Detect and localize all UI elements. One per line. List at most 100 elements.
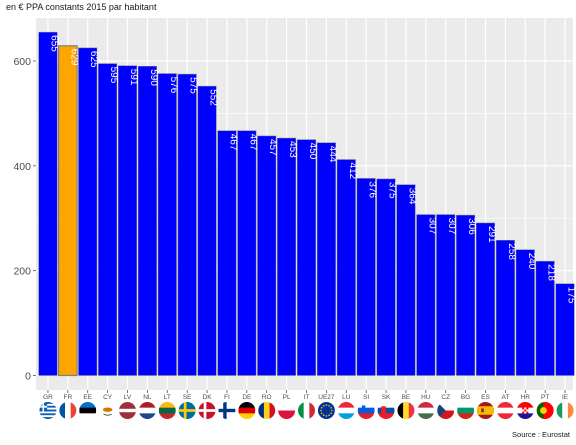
x-tick-label-cz: CZ: [441, 394, 450, 401]
hungary-flag-icon: [417, 402, 435, 419]
value-label-lv: 591: [128, 69, 139, 86]
value-label-fr: 629: [68, 49, 79, 66]
portugal-flag-icon: [536, 402, 554, 419]
bar-pl: [277, 137, 297, 376]
bar-es: [476, 222, 495, 376]
x-tick-label-es: ES: [481, 394, 490, 401]
estonia-flag-icon: [79, 402, 97, 419]
x-tick-label-pt: PT: [541, 394, 549, 401]
x-tick-label-gr: GR: [43, 394, 53, 401]
netherlands-flag-icon: [138, 402, 156, 419]
bar-ue27: [316, 142, 336, 376]
croatia-flag-icon: [516, 402, 534, 419]
x-tick-label-se: SE: [183, 394, 192, 401]
value-label-dk: 552: [208, 89, 219, 106]
luxembourg-flag-icon: [337, 402, 355, 419]
france-flag-icon: [59, 402, 77, 419]
bar-de: [237, 130, 257, 376]
value-label-sk: 375: [387, 182, 398, 199]
slovakia-flag-icon: [377, 402, 395, 419]
x-tick-label-at: AT: [501, 394, 509, 401]
bar-ee: [78, 47, 98, 376]
greece-flag-icon: [39, 402, 57, 419]
bar-be: [396, 184, 416, 376]
value-label-pt: 218: [546, 264, 557, 281]
y-tick-label: 0: [25, 371, 31, 383]
value-label-pl: 453: [287, 141, 298, 158]
value-label-ro: 457: [267, 139, 278, 156]
x-tick-label-ue27: UE27: [318, 394, 335, 401]
y-tick-label: 600: [13, 56, 31, 68]
bar-bg: [456, 214, 476, 376]
x-tick-label-hr: HR: [521, 394, 531, 401]
bar-dk: [197, 85, 217, 376]
bar-fi: [217, 130, 237, 376]
belgium-flag-icon: [397, 402, 415, 419]
x-tick-label-ro: RO: [262, 394, 272, 401]
x-tick-label-cy: CY: [103, 394, 113, 401]
value-label-es: 291: [486, 226, 497, 243]
value-label-lu: 412: [347, 163, 358, 180]
value-label-at: 258: [506, 243, 517, 260]
x-tick-label-bg: BG: [461, 394, 470, 401]
austria-flag-icon: [496, 402, 514, 419]
bar-pt: [535, 260, 555, 376]
x-tick-label-pl: PL: [283, 394, 291, 401]
bar-hu: [416, 214, 436, 376]
romania-flag-icon: [258, 402, 276, 419]
italy-flag-icon: [298, 402, 315, 419]
bar-it: [297, 139, 316, 376]
value-label-si: 376: [367, 181, 378, 198]
value-label-ue27: 444: [327, 146, 338, 163]
bar-lu: [336, 159, 356, 376]
bulgaria-flag-icon: [457, 402, 475, 419]
bar-cz: [436, 214, 456, 376]
spain-flag-icon: [477, 402, 494, 419]
value-label-nl: 590: [148, 69, 159, 86]
x-tick-label-lu: LU: [342, 394, 351, 401]
bar-at: [495, 240, 515, 376]
x-tick-label-dk: DK: [203, 394, 213, 401]
value-label-ee: 625: [88, 51, 99, 68]
bar-se: [177, 73, 197, 376]
bar-si: [356, 178, 376, 376]
source-note: Source : Eurostat: [512, 430, 570, 439]
value-label-gr: 655: [48, 35, 59, 52]
x-tick-label-hu: HU: [421, 394, 431, 401]
y-tick-label: 400: [13, 161, 31, 173]
poland-flag-icon: [278, 402, 296, 419]
x-tick-label-ee: EE: [83, 394, 92, 401]
value-label-fi: 467: [227, 134, 238, 151]
bar-sk: [376, 178, 396, 376]
value-label-ie: 175: [566, 287, 576, 304]
y-tick-label: 200: [13, 266, 31, 278]
value-label-lt: 576: [168, 77, 179, 94]
x-tick-label-de: DE: [242, 394, 252, 401]
value-label-hu: 307: [426, 218, 437, 235]
x-tick-label-ie: IE: [562, 394, 569, 401]
eu-flag-icon: [317, 402, 335, 419]
bar-hr: [515, 249, 535, 376]
denmark-flag-icon: [198, 402, 216, 419]
lithuania-flag-icon: [158, 402, 176, 419]
value-label-de: 467: [247, 134, 258, 151]
bar-lv: [118, 65, 137, 376]
bar-nl: [137, 65, 157, 376]
bar-ro: [257, 135, 277, 376]
value-label-be: 364: [406, 188, 417, 205]
bar-lt: [157, 73, 177, 376]
sweden-flag-icon: [178, 402, 196, 419]
x-tick-label-si: SI: [363, 394, 369, 401]
x-tick-label-lt: LT: [164, 394, 171, 401]
x-tick-label-it: IT: [304, 394, 310, 401]
bar-fr: [57, 45, 78, 377]
ireland-flag-icon: [556, 402, 574, 419]
value-label-hr: 240: [526, 253, 537, 270]
finland-flag-icon: [218, 402, 236, 419]
x-tick-label-lv: LV: [124, 394, 132, 401]
value-label-it: 450: [307, 143, 318, 160]
bar-cy: [98, 63, 118, 376]
czechia-flag-icon: [437, 402, 455, 419]
slovenia-flag-icon: [357, 402, 375, 419]
